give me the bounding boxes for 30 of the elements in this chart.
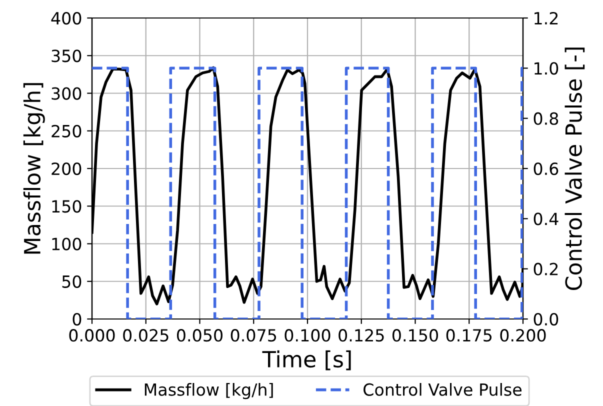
y2-tick-label: 0.4 xyxy=(534,212,558,226)
x-tick-label: 0.025 xyxy=(123,329,168,342)
y2-tick-label: 0.6 xyxy=(534,162,558,176)
x-tick-label: 0.050 xyxy=(176,329,222,342)
y-tick-label: 150 xyxy=(52,200,82,213)
y2-tick-label: 0.2 xyxy=(534,262,558,276)
x-tick-label: 0.100 xyxy=(284,329,330,342)
y2-tick-label: 0.8 xyxy=(534,112,558,125)
y-tick-label: 300 xyxy=(52,87,82,100)
x-tick-label: 0.175 xyxy=(446,329,492,342)
x-tick-label: 0.200 xyxy=(500,329,546,342)
y-tick-label: 100 xyxy=(52,238,82,250)
x-axis-title: Time [s] xyxy=(262,350,351,370)
x-tick-label: 0.075 xyxy=(230,329,276,342)
y-tick-label: 0 xyxy=(72,312,82,326)
y-tick-label: 200 xyxy=(52,162,82,176)
legend-label: Massflow [kg/h] xyxy=(144,382,273,400)
y-tick-label: 50 xyxy=(62,275,82,288)
y2-tick-label: 1.2 xyxy=(534,12,558,24)
y-axis-title: Massflow [kg/h] xyxy=(23,83,45,254)
y2-axis-title: Control Valve Pulse [-] xyxy=(564,48,585,290)
legend-label: Control Valve Pulse xyxy=(364,382,522,396)
y2-tick-label: 0.0 xyxy=(534,312,558,326)
x-tick-label: 0.000 xyxy=(69,329,115,342)
x-tick-label: 0.125 xyxy=(338,329,384,342)
y2-tick-label: 1.0 xyxy=(534,62,558,75)
y-tick-label: 400 xyxy=(51,12,82,25)
x-tick-label: 0.150 xyxy=(392,329,438,342)
y-tick-label: 350 xyxy=(52,50,82,62)
y-tick-label: 250 xyxy=(52,124,82,138)
